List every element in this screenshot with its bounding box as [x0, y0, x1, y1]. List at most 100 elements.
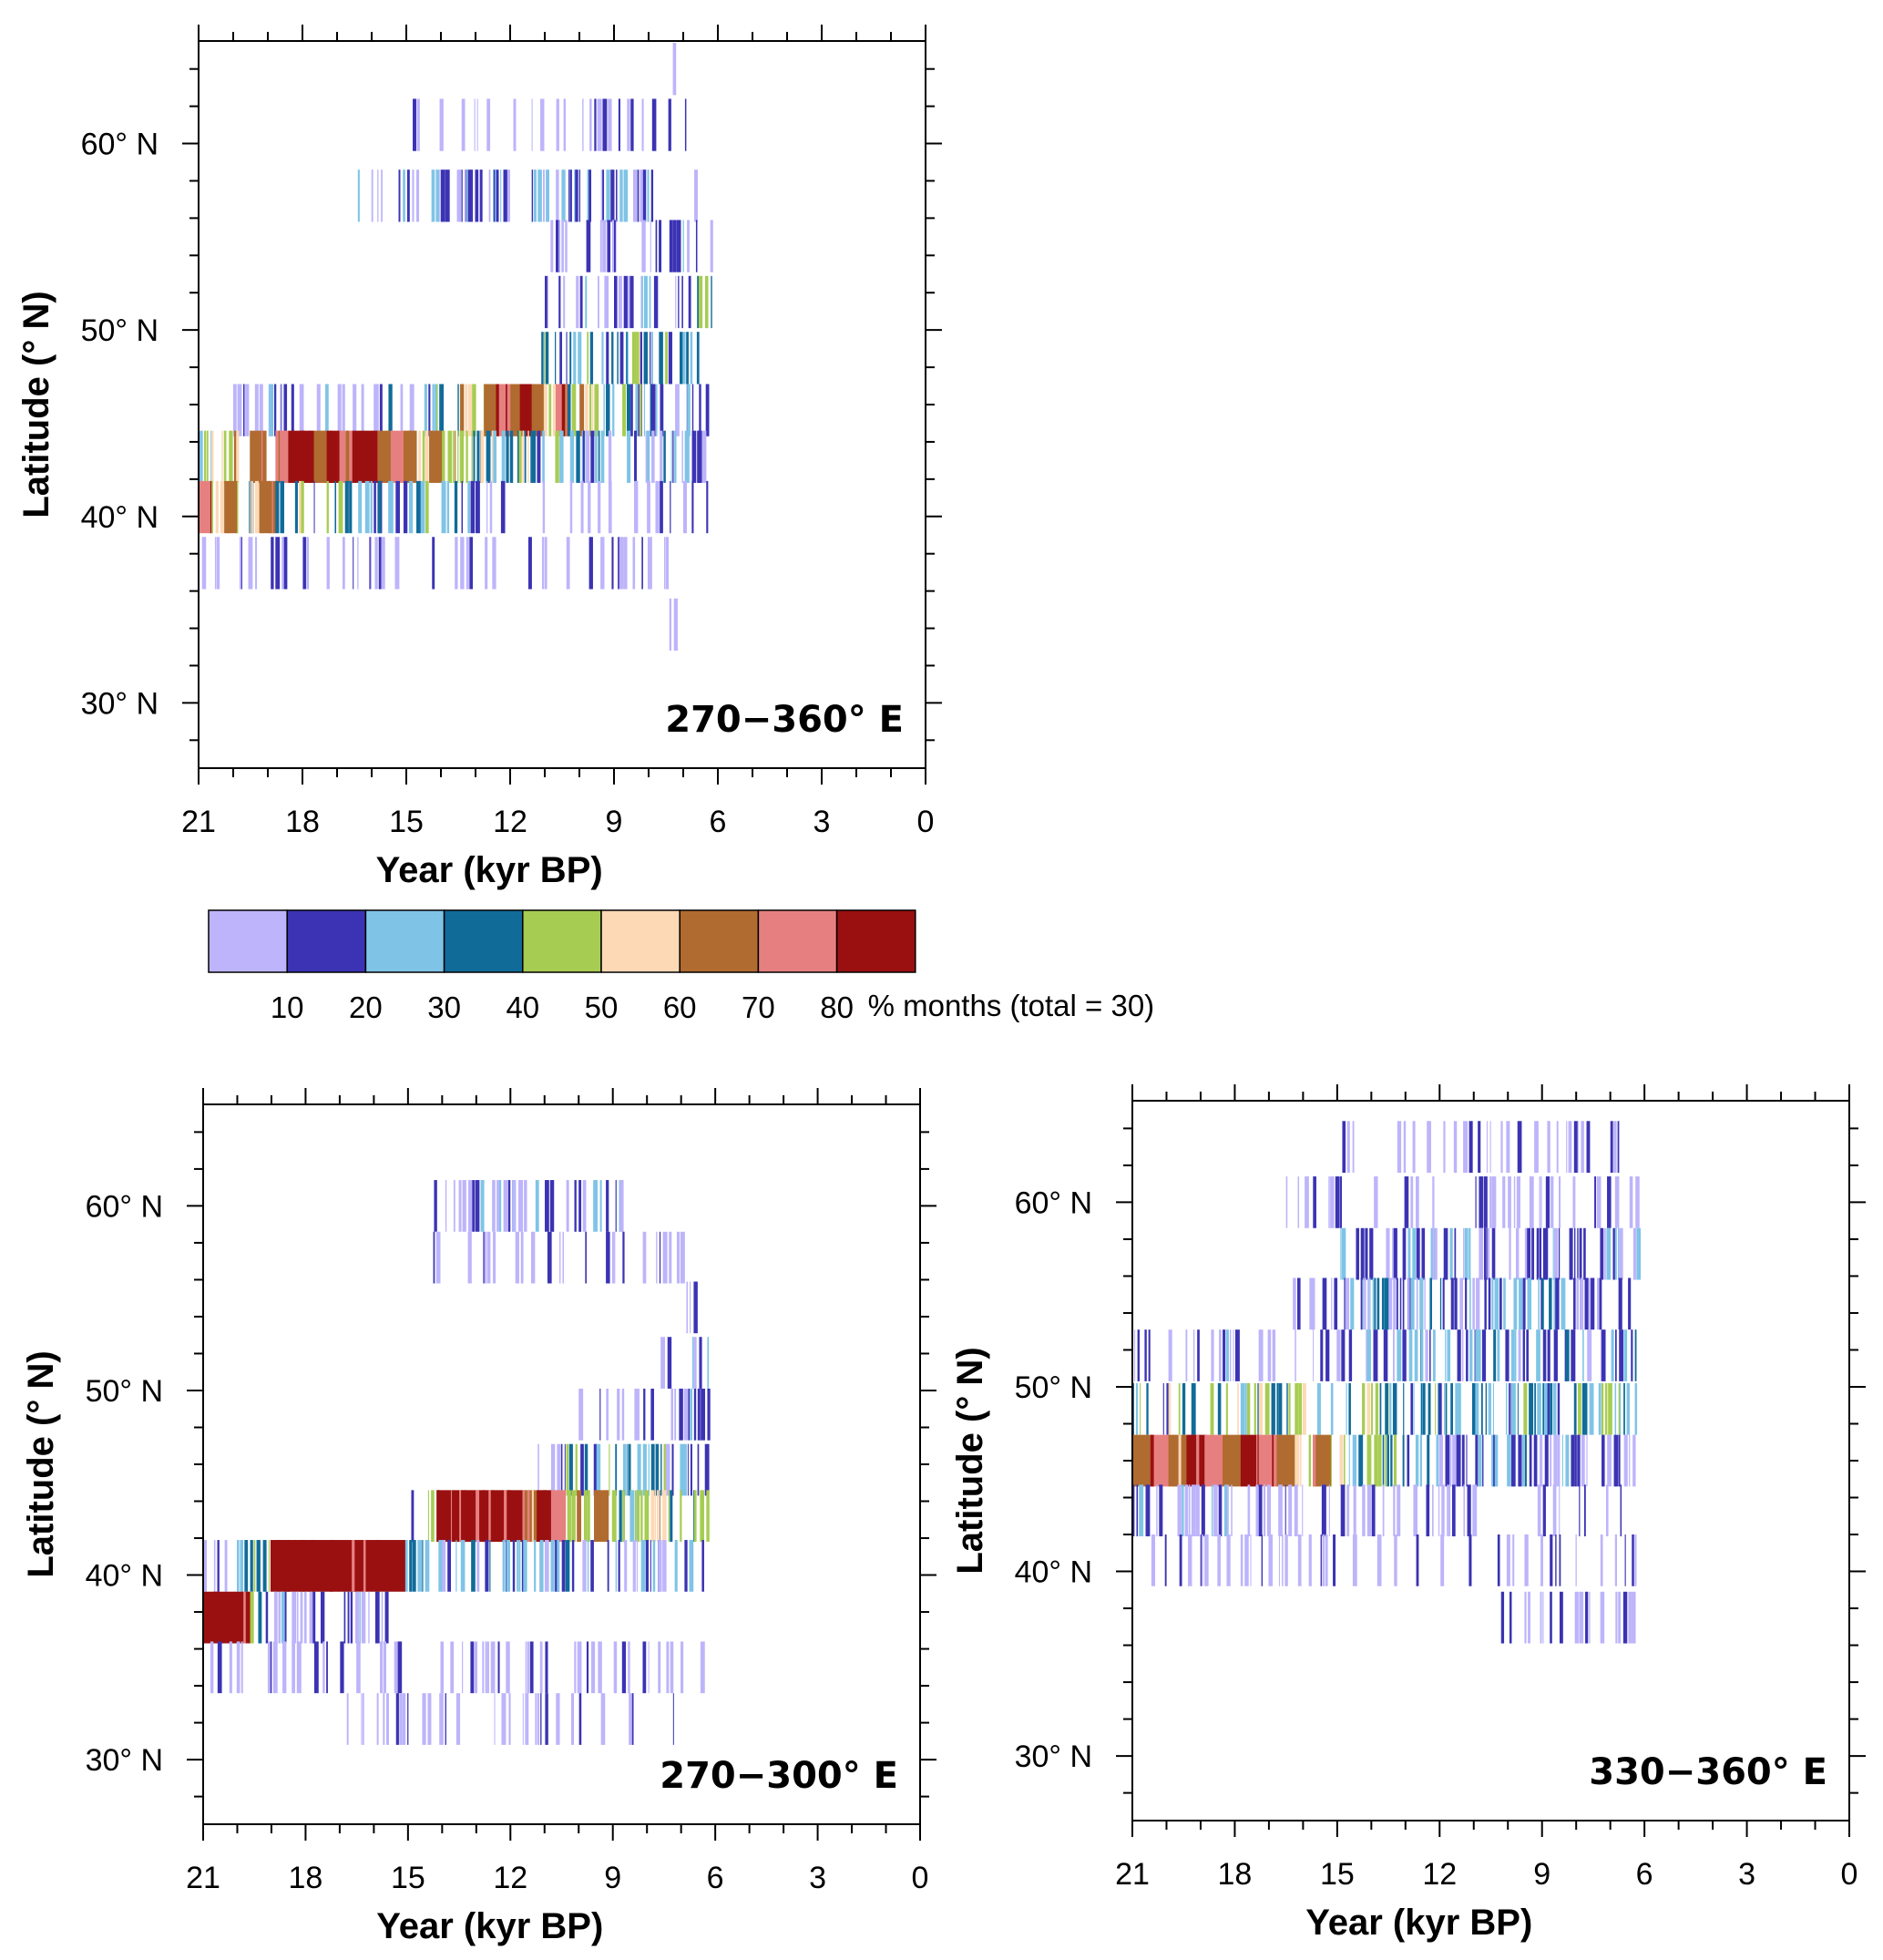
heatmap-cell — [643, 1388, 646, 1441]
heatmap-cell — [693, 1490, 697, 1543]
heatmap-cell — [1325, 1329, 1330, 1381]
heatmap-cell — [275, 537, 281, 590]
heatmap-cell — [447, 430, 453, 483]
heatmap-cell — [403, 169, 405, 222]
heatmap-cell — [259, 384, 263, 436]
heatmap-cell — [1533, 1434, 1538, 1487]
heatmap-cell — [1481, 1329, 1487, 1381]
heatmap-cell — [1390, 1434, 1393, 1487]
heatmap-cell — [1231, 1484, 1233, 1537]
heatmap-cell — [486, 1231, 491, 1284]
heatmap-cell — [1614, 1176, 1620, 1228]
heatmap-cell — [580, 480, 584, 534]
heatmap-cell — [672, 430, 674, 483]
heatmap-cell — [614, 275, 618, 329]
heatmap-cell — [650, 169, 654, 222]
heatmap-cell — [395, 1693, 399, 1745]
heatmap-cell — [1565, 1329, 1570, 1381]
heatmap-cell — [1486, 1227, 1488, 1280]
heatmap-cell — [571, 384, 577, 436]
heatmap-cell — [1604, 1382, 1608, 1435]
heatmap-cell — [693, 1281, 698, 1334]
heatmap-cell — [491, 1490, 494, 1543]
heatmap-cell — [442, 1540, 446, 1592]
heatmap-cell — [1463, 1484, 1466, 1537]
heatmap-cell — [606, 1180, 608, 1232]
heatmap-cell — [531, 384, 545, 436]
heatmap-cell — [522, 1490, 537, 1543]
heatmap-cell — [212, 1591, 215, 1644]
heatmap-cell — [1385, 1434, 1387, 1487]
x-axis-title: Year (kyr BP) — [1305, 1903, 1532, 1943]
heatmap-cell — [575, 169, 578, 222]
heatmap-cell — [619, 332, 624, 385]
heatmap-cell — [699, 275, 703, 329]
heatmap-cell — [604, 275, 609, 329]
heatmap-cell — [1213, 1484, 1218, 1537]
heatmap-cell — [559, 1231, 561, 1284]
heatmap-cell — [1618, 1434, 1621, 1487]
heatmap-cell — [1550, 1382, 1553, 1435]
heatmap-cell — [501, 1693, 507, 1745]
heatmap-cell — [284, 1591, 287, 1644]
heatmap-cell — [1559, 1484, 1561, 1537]
heatmap-cell — [622, 384, 627, 436]
heatmap-cell — [710, 220, 713, 272]
heatmap-cell — [450, 1490, 466, 1543]
heatmap-cell — [281, 1591, 285, 1644]
heatmap-cell — [614, 220, 616, 272]
heatmap-cell — [236, 1540, 240, 1592]
heatmap-cell — [531, 169, 534, 222]
x-axis-title: Year (kyr BP) — [376, 1906, 603, 1946]
heatmap-cell — [388, 480, 392, 534]
heatmap-cell — [512, 1180, 517, 1232]
heatmap-cell — [686, 1281, 689, 1334]
heatmap-cell — [287, 1540, 290, 1592]
heatmap-cell — [578, 332, 582, 385]
heatmap-cell — [689, 1540, 694, 1592]
heatmap-cell — [210, 480, 212, 534]
heatmap-cell — [1596, 1176, 1602, 1228]
heatmap-cell — [1534, 1121, 1539, 1173]
colorbar-tick-label: 20 — [349, 990, 383, 1024]
heatmap-cell — [1202, 1534, 1203, 1586]
heatmap-cell — [654, 1490, 657, 1543]
heatmap-cell — [1527, 1278, 1532, 1330]
heatmap-cell — [461, 480, 464, 534]
heatmap-cell — [1197, 1329, 1200, 1381]
heatmap-cell — [1443, 1121, 1446, 1173]
heatmap-cell — [1346, 1382, 1347, 1435]
heatmap-cell — [1463, 1227, 1465, 1280]
heatmap-cell — [701, 1540, 704, 1592]
heatmap-cell — [1313, 1434, 1316, 1487]
heatmap-cell — [347, 1591, 350, 1644]
heatmap-cell — [201, 537, 207, 590]
heatmap-cell — [1140, 1382, 1141, 1435]
heatmap-cell — [1136, 1382, 1138, 1435]
heatmap-cell — [1331, 1278, 1333, 1330]
lat-band — [1132, 1434, 1636, 1487]
heatmap-cell — [480, 430, 485, 483]
heatmap-cell — [1489, 1176, 1492, 1228]
lat-band — [578, 1388, 711, 1441]
heatmap-cell — [357, 537, 359, 590]
heatmap-cell — [1321, 1484, 1326, 1537]
heatmap-cell — [627, 384, 629, 436]
heatmap-cell — [1133, 1329, 1136, 1381]
heatmap-cell — [221, 430, 223, 483]
heatmap-cell — [585, 275, 588, 329]
heatmap-cell — [1356, 1227, 1360, 1280]
heatmap-cell — [1352, 1121, 1355, 1173]
heatmap-cell — [395, 480, 400, 534]
heatmap-cell — [627, 1443, 629, 1496]
heatmap-cell — [1211, 1329, 1214, 1381]
heatmap-cell — [465, 384, 468, 436]
lat-band — [686, 1281, 698, 1334]
heatmap-cell — [1605, 1484, 1609, 1537]
heatmap-cell — [456, 169, 461, 222]
heatmap-cell — [466, 430, 468, 483]
heatmap-cell — [537, 1443, 539, 1496]
heatmap-cell — [525, 1641, 527, 1694]
heatmap-cell — [655, 220, 658, 272]
heatmap-cell — [566, 1443, 569, 1496]
